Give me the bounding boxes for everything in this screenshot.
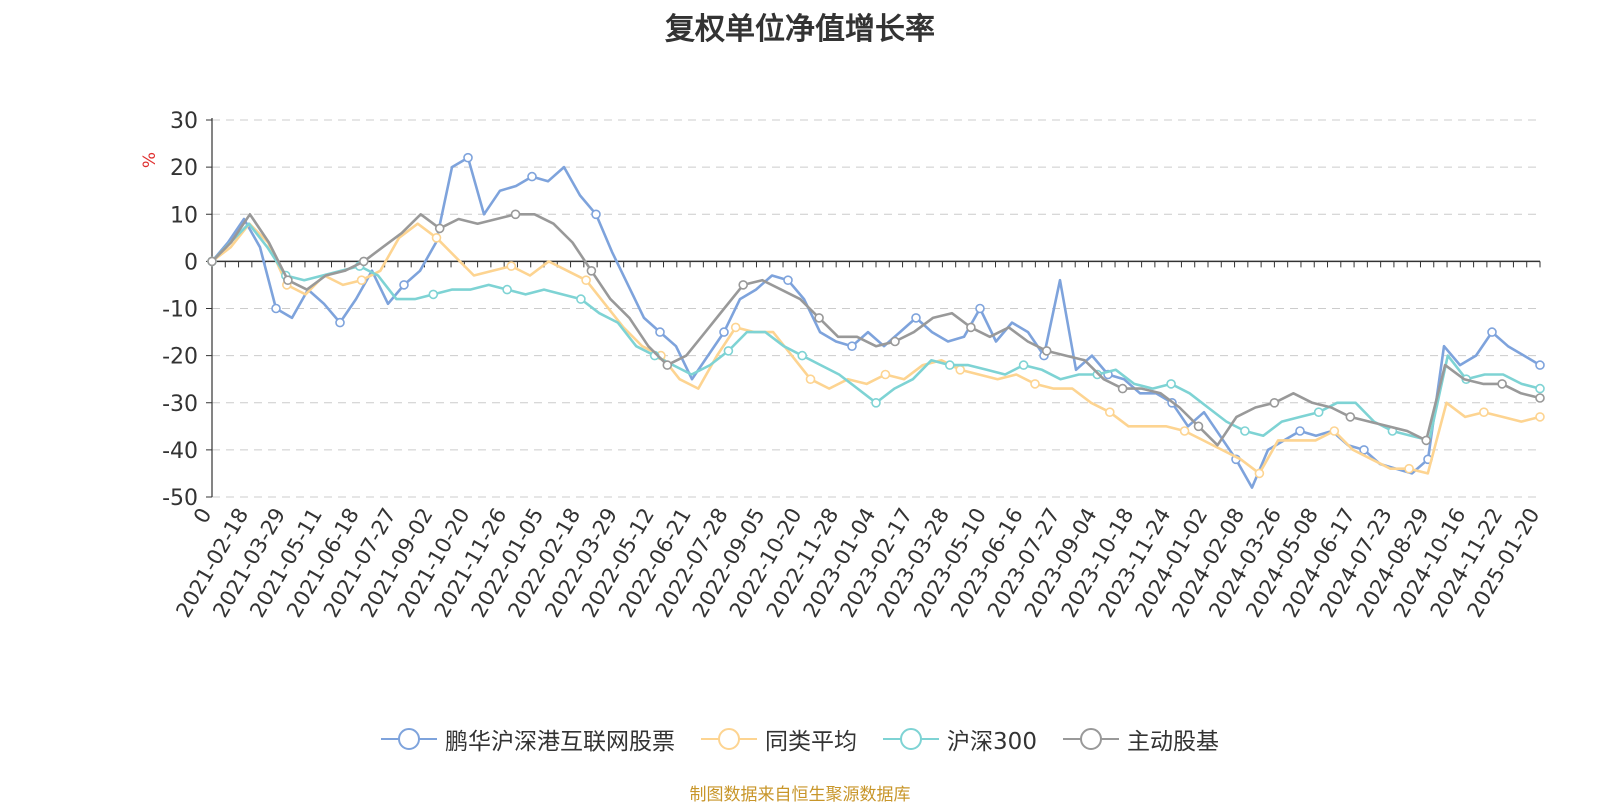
data-point-2 (1313, 407, 1324, 418)
series-line-0 (211, 156, 1541, 489)
legend-label: 主动股基 (1126, 729, 1219, 755)
data-point-0 (719, 327, 729, 337)
data-point-3 (1535, 393, 1545, 403)
x-tick-label: 0 (189, 504, 216, 528)
y-tick-label: -40 (162, 439, 198, 464)
y-tick-label: 20 (170, 156, 198, 181)
data-point-1 (1254, 468, 1265, 479)
y-tick-label: 0 (184, 250, 198, 275)
data-point-3 (358, 256, 369, 267)
data-point-0 (271, 303, 281, 314)
data-point-0 (527, 171, 537, 182)
data-point-0 (975, 303, 985, 314)
y-tick-label: -30 (162, 392, 198, 417)
data-point-0 (399, 280, 409, 290)
data-point-3 (662, 360, 673, 370)
data-point-2 (1166, 379, 1176, 389)
series-line-2 (211, 222, 1541, 442)
data-point-1 (1535, 412, 1545, 422)
chart-canvas: 3020100-10-20-30-40-50%02021-02-182021-0… (140, 109, 1545, 622)
data-point-1 (1179, 426, 1190, 436)
data-point-2 (1018, 360, 1029, 370)
data-point-0 (783, 275, 793, 286)
data-point-2 (1535, 383, 1545, 394)
chart-title: 复权单位净值增长率 (665, 12, 935, 47)
data-point-3 (1345, 412, 1356, 422)
data-point-3 (510, 209, 521, 220)
source-note: 制图数据来自恒生聚源数据库 (689, 785, 911, 805)
data-point-2 (797, 350, 808, 361)
data-point-0 (335, 317, 345, 328)
data-point-0 (655, 327, 665, 337)
legend-label: 同类平均 (765, 729, 858, 755)
data-point-1 (880, 369, 891, 380)
legend-item-peer-average[interactable]: 同类平均 (701, 722, 857, 756)
data-point-2 (944, 360, 955, 370)
legend-item-pengua[interactable]: 鹏华沪深港互联网股票 (381, 722, 675, 756)
legend-item-hs300[interactable]: 沪深300 (883, 722, 1037, 756)
data-point-2 (871, 397, 881, 408)
data-point-1 (431, 233, 442, 243)
y-tick-label: 10 (170, 203, 198, 228)
legend-swatch-pengua (381, 728, 438, 750)
data-point-1 (955, 364, 966, 375)
data-point-3 (207, 256, 217, 267)
data-point-0 (463, 152, 473, 163)
data-point-3 (966, 322, 976, 333)
legend-item-active-equity[interactable]: 主动股基 (1062, 722, 1219, 756)
y-tick-label: -10 (162, 298, 198, 323)
data-point-3 (434, 223, 445, 234)
y-axis-label: % (140, 152, 160, 168)
data-point-0 (1295, 426, 1305, 436)
legend-swatch-peer-average (701, 728, 758, 750)
data-point-3 (890, 336, 900, 347)
data-point-0 (1535, 360, 1545, 370)
legend-label: 沪深300 (947, 729, 1037, 755)
legend-swatch-hs300 (883, 728, 940, 750)
data-point-1 (730, 322, 741, 333)
data-point-3 (1269, 397, 1280, 408)
data-point-0 (591, 209, 601, 220)
data-point-3 (1117, 383, 1128, 394)
data-point-1 (1479, 407, 1489, 418)
data-point-2 (428, 289, 439, 300)
data-point-3 (586, 265, 597, 276)
data-point-0 (1359, 445, 1369, 455)
data-point-0 (1487, 327, 1497, 337)
data-point-1 (805, 374, 816, 385)
data-point-3 (738, 280, 749, 290)
data-point-1 (1105, 407, 1115, 418)
data-point-3 (1497, 379, 1507, 389)
data-point-1 (1329, 426, 1340, 436)
data-point-3 (1041, 346, 1052, 356)
data-point-2 (1240, 426, 1250, 436)
data-point-1 (581, 275, 591, 286)
legend-label: 鹏华沪深港互联网股票 (445, 729, 676, 755)
data-point-3 (1193, 421, 1204, 432)
data-point-3 (1421, 435, 1431, 446)
data-point-0 (911, 313, 921, 323)
legend-swatch-active-equity (1062, 728, 1119, 750)
y-tick-label: -50 (162, 486, 198, 511)
data-point-1 (506, 261, 517, 271)
series-line-3 (211, 213, 1541, 447)
data-point-3 (283, 275, 293, 286)
data-point-3 (814, 313, 824, 323)
data-point-1 (1404, 463, 1414, 474)
y-tick-label: -20 (162, 345, 198, 370)
data-point-2 (576, 294, 586, 304)
data-point-1 (1030, 379, 1040, 389)
legend: 鹏华沪深港互联网股票 同类平均 沪深300 主动股基 (0, 722, 1600, 756)
data-point-2 (723, 346, 734, 356)
data-point-2 (502, 284, 512, 295)
data-point-0 (847, 341, 857, 352)
y-tick-label: 30 (170, 109, 198, 134)
data-point-1 (356, 275, 367, 286)
